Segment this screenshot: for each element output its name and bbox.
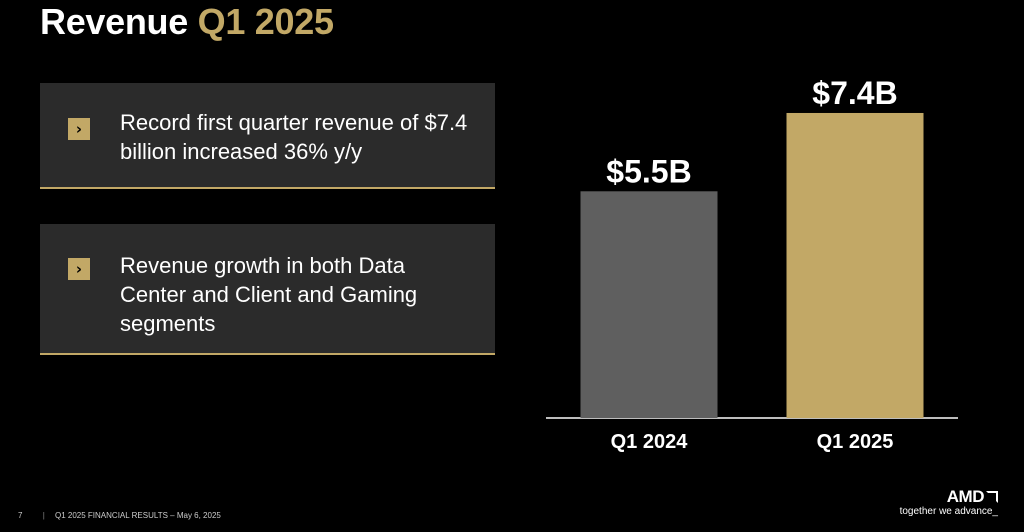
logo-brand: AMD — [900, 488, 998, 506]
title-main: Revenue — [40, 1, 188, 42]
data-label: $7.4B — [812, 75, 897, 111]
x-tick-label: Q1 2024 — [611, 431, 689, 453]
page-title: Revenue Q1 2025 — [40, 0, 334, 44]
footer: 7 | Q1 2025 FINANCIAL RESULTS – May 6, 2… — [18, 511, 221, 520]
amd-logo: AMD together we advance_ — [900, 488, 998, 518]
bar-q1-2024 — [580, 191, 718, 418]
highlight-text-2: Revenue growth in both Data Center and C… — [120, 253, 418, 336]
logo-brand-text: AMD — [946, 487, 985, 506]
page-number: 7 — [18, 511, 23, 520]
chevron-right-icon: › — [68, 258, 90, 280]
footer-separator: | — [42, 511, 45, 520]
logo-tagline: together we advance_ — [899, 506, 998, 517]
data-label: $5.5B — [606, 153, 691, 189]
chevron-right-icon: › — [68, 118, 90, 140]
highlight-card-2: › Revenue growth in both Data Center and… — [40, 224, 495, 355]
highlight-text-1: Record first quarter revenue of $7.4 bil… — [120, 110, 468, 164]
highlight-card-1: › Record first quarter revenue of $7.4 b… — [40, 83, 495, 189]
title-accent: Q1 2025 — [197, 1, 334, 42]
bar-q1-2025 — [786, 112, 924, 418]
amd-arrow-icon — [986, 491, 998, 503]
x-tick-label: Q1 2025 — [817, 431, 894, 453]
footer-text: Q1 2025 FINANCIAL RESULTS – May 6, 2025 — [55, 511, 221, 520]
